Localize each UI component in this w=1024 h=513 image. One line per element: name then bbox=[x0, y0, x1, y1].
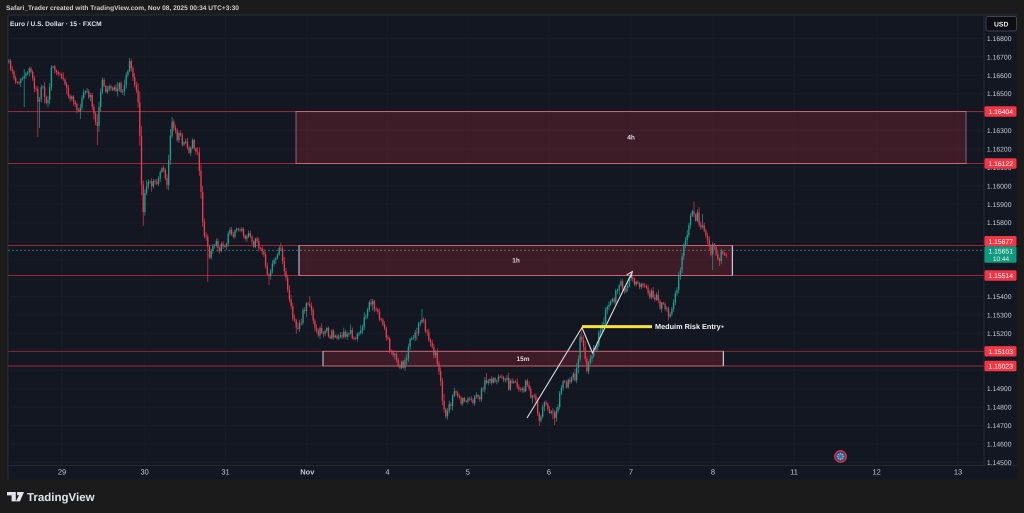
svg-text:6: 6 bbox=[547, 468, 551, 477]
svg-text:10:44: 10:44 bbox=[993, 256, 1010, 263]
svg-text:1.14600: 1.14600 bbox=[987, 441, 1012, 448]
svg-text:1.15677: 1.15677 bbox=[988, 239, 1013, 246]
svg-text:1.16500: 1.16500 bbox=[987, 91, 1012, 98]
svg-text:TradingView: TradingView bbox=[27, 492, 95, 504]
svg-text:1.14700: 1.14700 bbox=[987, 423, 1012, 430]
svg-text:1.16300: 1.16300 bbox=[987, 128, 1012, 135]
svg-text:Euro / U.S. Dollar · 15 · FXCM: Euro / U.S. Dollar · 15 · FXCM bbox=[10, 21, 102, 28]
svg-text:4: 4 bbox=[385, 468, 389, 477]
svg-text:15m: 15m bbox=[516, 356, 529, 363]
svg-text:1.16200: 1.16200 bbox=[987, 147, 1012, 154]
svg-text:1.16000: 1.16000 bbox=[987, 183, 1012, 190]
svg-text:1.14900: 1.14900 bbox=[987, 386, 1012, 393]
svg-text:1.15800: 1.15800 bbox=[987, 220, 1012, 227]
svg-text:13: 13 bbox=[954, 468, 962, 477]
svg-text:1.15023: 1.15023 bbox=[988, 364, 1013, 371]
svg-text:1.14500: 1.14500 bbox=[987, 460, 1012, 467]
svg-text:1.16122: 1.16122 bbox=[988, 161, 1013, 168]
svg-text:1.15300: 1.15300 bbox=[987, 312, 1012, 319]
svg-text:12: 12 bbox=[873, 468, 881, 477]
svg-text:29: 29 bbox=[58, 468, 66, 477]
svg-text:1.15103: 1.15103 bbox=[988, 349, 1013, 356]
svg-text:Nov: Nov bbox=[300, 468, 315, 477]
svg-text:Meduim Risk Entry: Meduim Risk Entry bbox=[655, 322, 722, 331]
svg-text:30: 30 bbox=[141, 468, 149, 477]
svg-text:1.16700: 1.16700 bbox=[987, 54, 1012, 61]
svg-text:7: 7 bbox=[629, 468, 633, 477]
svg-text:1.15651: 1.15651 bbox=[988, 248, 1013, 255]
svg-text:USD: USD bbox=[994, 22, 1008, 29]
svg-text:1.16404: 1.16404 bbox=[988, 109, 1013, 116]
svg-text:Safari_Trader created with Tra: Safari_Trader created with TradingView.c… bbox=[6, 5, 239, 12]
svg-text:1.15200: 1.15200 bbox=[987, 331, 1012, 338]
svg-text:1.15900: 1.15900 bbox=[987, 202, 1012, 209]
svg-text:31: 31 bbox=[221, 468, 229, 477]
svg-text:11: 11 bbox=[790, 468, 798, 477]
svg-text:1.16600: 1.16600 bbox=[987, 73, 1012, 80]
svg-text:4h: 4h bbox=[627, 135, 635, 142]
svg-text:1.14800: 1.14800 bbox=[987, 405, 1012, 412]
svg-text:5: 5 bbox=[466, 468, 470, 477]
svg-text:1.15400: 1.15400 bbox=[987, 294, 1012, 301]
svg-text:8: 8 bbox=[711, 468, 715, 477]
svg-text:1h: 1h bbox=[512, 258, 520, 265]
svg-text:1.15514: 1.15514 bbox=[988, 273, 1013, 280]
svg-text:1.16800: 1.16800 bbox=[987, 36, 1012, 43]
